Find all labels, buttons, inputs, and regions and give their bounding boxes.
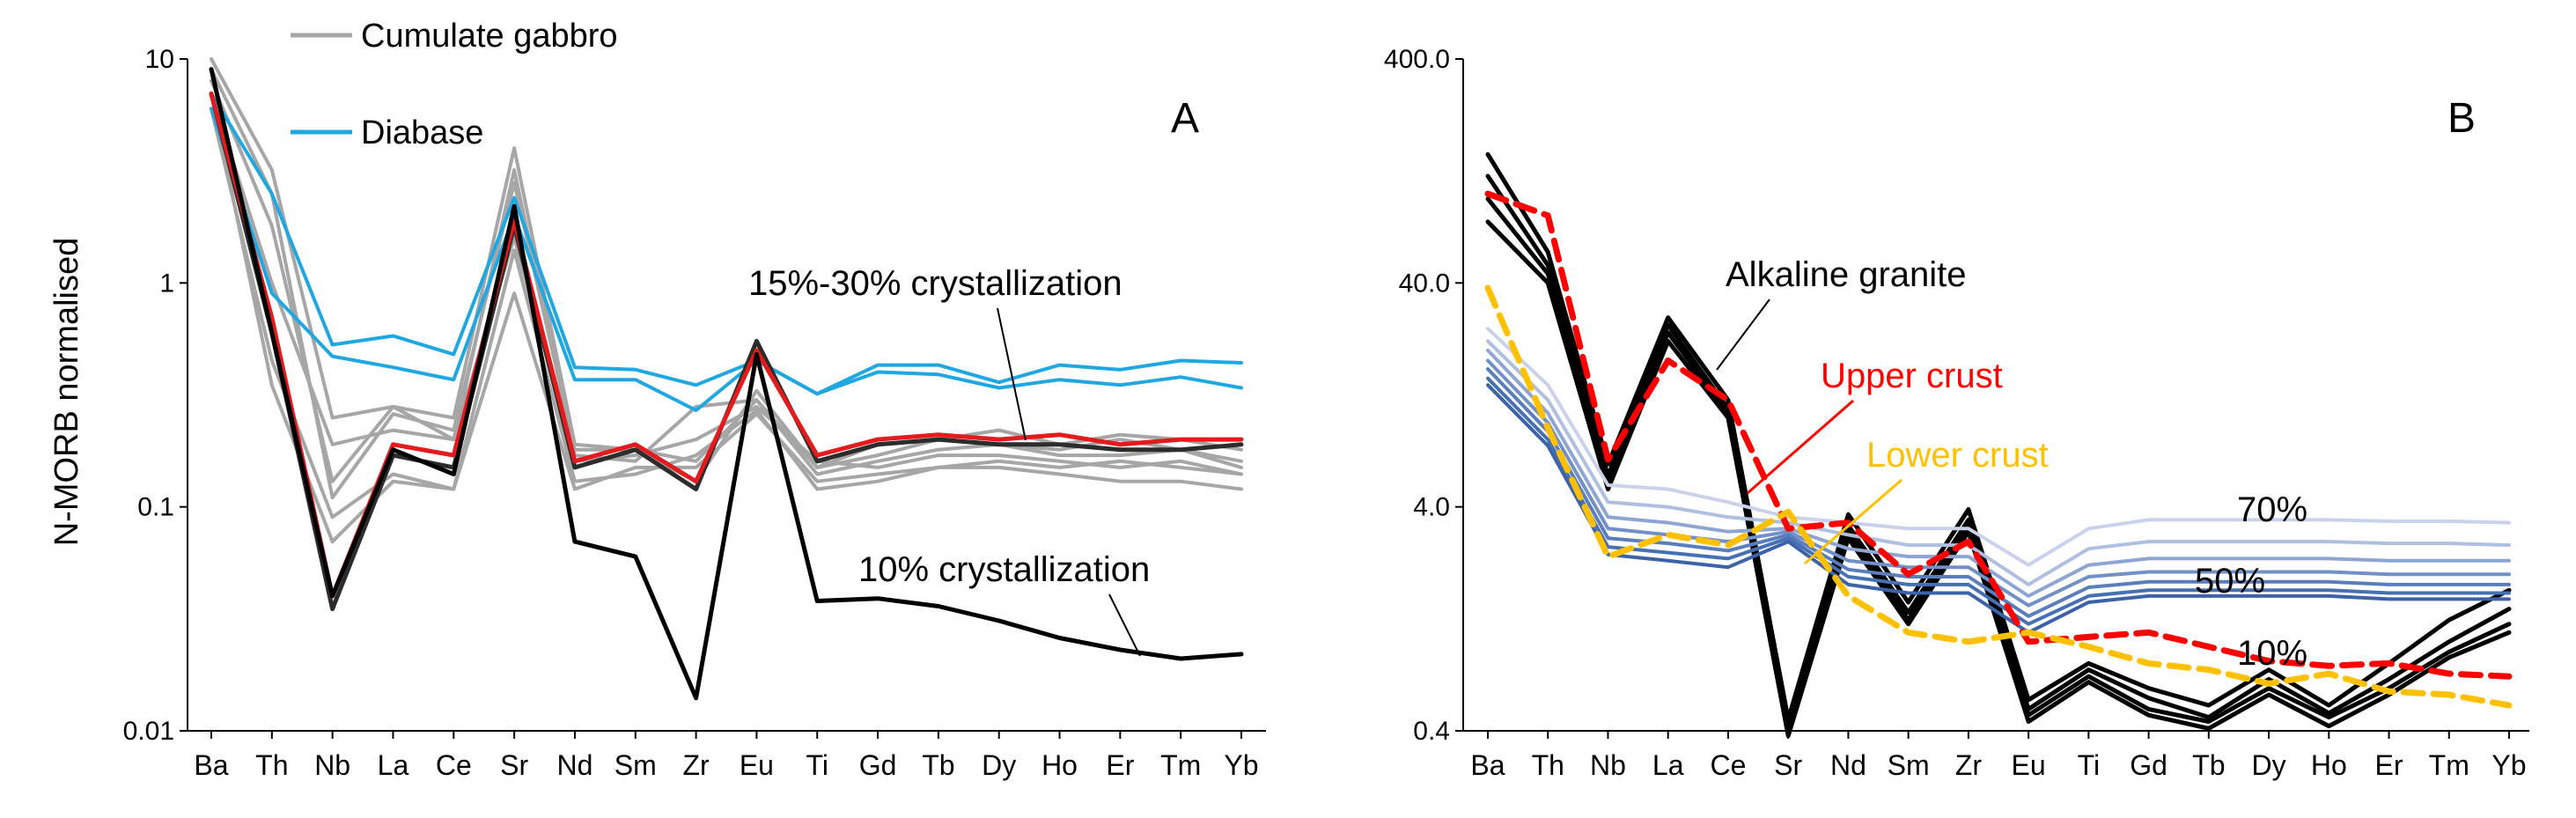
legend-label-cumulate-gabbro: Cumulate gabbro: [361, 18, 618, 55]
panel-b-x-tick-label-er: Er: [2375, 749, 2403, 781]
panel-b-y-tick-label: 40.0: [1399, 269, 1450, 298]
panel-a-x-tick-label-la: La: [378, 749, 409, 781]
annotation-lower-crust-leader: [1804, 478, 1903, 565]
panel-b-x-tick-label-gd: Gd: [2130, 749, 2168, 781]
panel-b-x-tick-label-nd: Nd: [1830, 749, 1866, 781]
panel-a-x-tick-label-gd: Gd: [859, 749, 897, 781]
annotation-alkaline-granite-leader: [1716, 298, 1770, 371]
panel-b-x-tick-label-ho: Ho: [2311, 749, 2347, 781]
panel-a-series-cumulate-gabbro-2: [210, 78, 1243, 483]
panel-b-x-tick-label-tb: Tb: [2192, 749, 2225, 781]
panel-a-series-cumulate-gabbro-5: [210, 67, 1243, 500]
annotation-15-30-crystallization: 15%-30% crystallization: [748, 264, 1122, 303]
panel-a-x-tick-label-sr: Sr: [500, 749, 528, 781]
panel-a-series-cumulate-gabbro-6: [210, 92, 1243, 476]
annotation-upper-crust: Upper crust: [1821, 357, 2003, 395]
annotation-15-30-leader: [997, 307, 1027, 441]
panel-b-x-tick-label-tm: Tm: [2429, 749, 2469, 781]
panel-b-y-tick-label: 400.0: [1384, 45, 1450, 74]
panel-a-x-tick-label-dy: Dy: [982, 749, 1016, 781]
panel-b-x-tick-label-sr: Sr: [1774, 749, 1802, 781]
annotation-70-percent: 70%: [2237, 490, 2307, 529]
panel-a-legend: Cumulate gabbro Diabase: [291, 18, 618, 151]
panel-b-y-tick-label: 4.0: [1413, 493, 1450, 522]
panel-b-series-alkaline-granite-4: [1485, 219, 2512, 739]
panel-a-x-tick-label-nd: Nd: [556, 749, 592, 781]
annotation-10-crystallization: 10% crystallization: [858, 550, 1150, 589]
panel-b-x-tick-label-la: La: [1652, 749, 1684, 781]
panel-a: N-MORB normalised 0.01 0.1 1 10 Ba Th Nb La Ce S…: [48, 18, 1266, 781]
annotation-50-percent: 50%: [2195, 562, 2265, 601]
panel-b-x-tick-label-ti: Ti: [2078, 749, 2100, 781]
panel-a-series-cumulate-gabbro-1: [210, 57, 1243, 469]
panel-a-x-tick-label-ho: Ho: [1041, 749, 1078, 781]
panel-a-series-diabase-1: [210, 92, 1243, 396]
panel-b: 0.4 4.0 40.0 400.0 Ba Th Nb La Ce Sr Nd Sm Zr Eu Ti Gd…: [1384, 45, 2529, 781]
panel-b-series-model-50: [1486, 348, 2511, 598]
panel-a-x-ticks: Ba Th Nb La Ce Sr Nd Sm Zr Eu Ti Gd Tb Dy Ho Er Tm Yb: [194, 731, 1259, 781]
panel-a-x-tick-label-tm: Tm: [1160, 749, 1201, 781]
annotation-10-leader: [1108, 593, 1141, 657]
panel-a-series-group: [209, 57, 1244, 701]
panel-a-y-tick-label: 0.1: [137, 493, 174, 522]
panel-b-x-tick-label-ce: Ce: [1710, 749, 1746, 781]
panel-a-x-tick-label-yb: Yb: [1224, 749, 1258, 781]
panel-a-x-tick-label-ce: Ce: [436, 749, 472, 781]
panel-a-x-tick-label-th: Th: [255, 749, 288, 781]
panel-a-x-tick-label-ba: Ba: [194, 749, 228, 781]
panel-a-x-tick-label-ti: Ti: [806, 749, 828, 781]
panel-b-x-ticks: Ba Th Nb La Ce Sr Nd Sm Zr Eu Ti Gd Tb Dy Ho Er Tm Yb: [1470, 731, 2527, 781]
panel-b-x-tick-label-nb: Nb: [1590, 749, 1626, 781]
panel-a-series-cumulate-gabbro-3: [210, 92, 1243, 544]
panel-b-series-model-60: [1486, 339, 2511, 586]
panel-b-x-tick-label-th: Th: [1532, 749, 1564, 781]
annotation-lower-crust: Lower crust: [1866, 436, 2049, 475]
panel-a-series-model-10-crystallization: [209, 67, 1244, 701]
panel-b-label: B: [2447, 95, 2476, 142]
panel-b-x-tick-label-yb: Yb: [2491, 749, 2526, 781]
panel-a-x-tick-label-nb: Nb: [314, 749, 350, 781]
panel-b-series-upper-crust: [1484, 190, 2513, 680]
panel-b-x-tick-label-zr: Zr: [1955, 749, 1983, 781]
panel-b-series-group: [1484, 151, 2513, 739]
panel-b-x-tick-label-sm: Sm: [1888, 749, 1930, 781]
panel-a-x-tick-label-eu: Eu: [740, 749, 774, 781]
panel-a-x-tick-label-tb: Tb: [922, 749, 954, 781]
panel-b-series-model-70: [1486, 327, 2511, 567]
panel-a-label: A: [1171, 95, 1199, 142]
panel-b-x-tick-label-ba: Ba: [1470, 749, 1505, 781]
panel-a-y-ticks: 0.01 0.1 1 10: [123, 45, 188, 746]
panel-b-series-lower-crust: [1484, 284, 2513, 709]
annotation-alkaline-granite: Alkaline granite: [1726, 255, 1967, 294]
panel-b-series-model-20: [1486, 376, 2511, 626]
panel-b-series-model-10: [1486, 383, 2511, 635]
panel-a-x-tick-label-zr: Zr: [682, 749, 710, 781]
panel-b-y-tick-label: 0.4: [1413, 717, 1450, 746]
panel-b-y-ticks: 0.4 4.0 40.0 400.0: [1384, 45, 1463, 746]
panel-a-series-diabase-2: [210, 107, 1243, 412]
panel-a-x-tick-label-er: Er: [1106, 749, 1134, 781]
panel-a-x-tick-label-sm: Sm: [615, 749, 657, 781]
annotation-upper-crust-leader: [1747, 399, 1854, 495]
panel-b-x-tick-label-eu: Eu: [2012, 749, 2046, 781]
panel-a-y-tick-label: 0.01: [123, 717, 174, 746]
panel-a-y-tick-label: 1: [159, 269, 174, 298]
panel-a-y-axis-label: N-MORB normalised: [48, 238, 85, 547]
annotation-10-percent: 10%: [2237, 634, 2307, 673]
panel-a-y-tick-label: 10: [145, 45, 174, 74]
legend-label-diabase: Diabase: [361, 114, 483, 151]
panel-b-x-tick-label-dy: Dy: [2252, 749, 2286, 781]
